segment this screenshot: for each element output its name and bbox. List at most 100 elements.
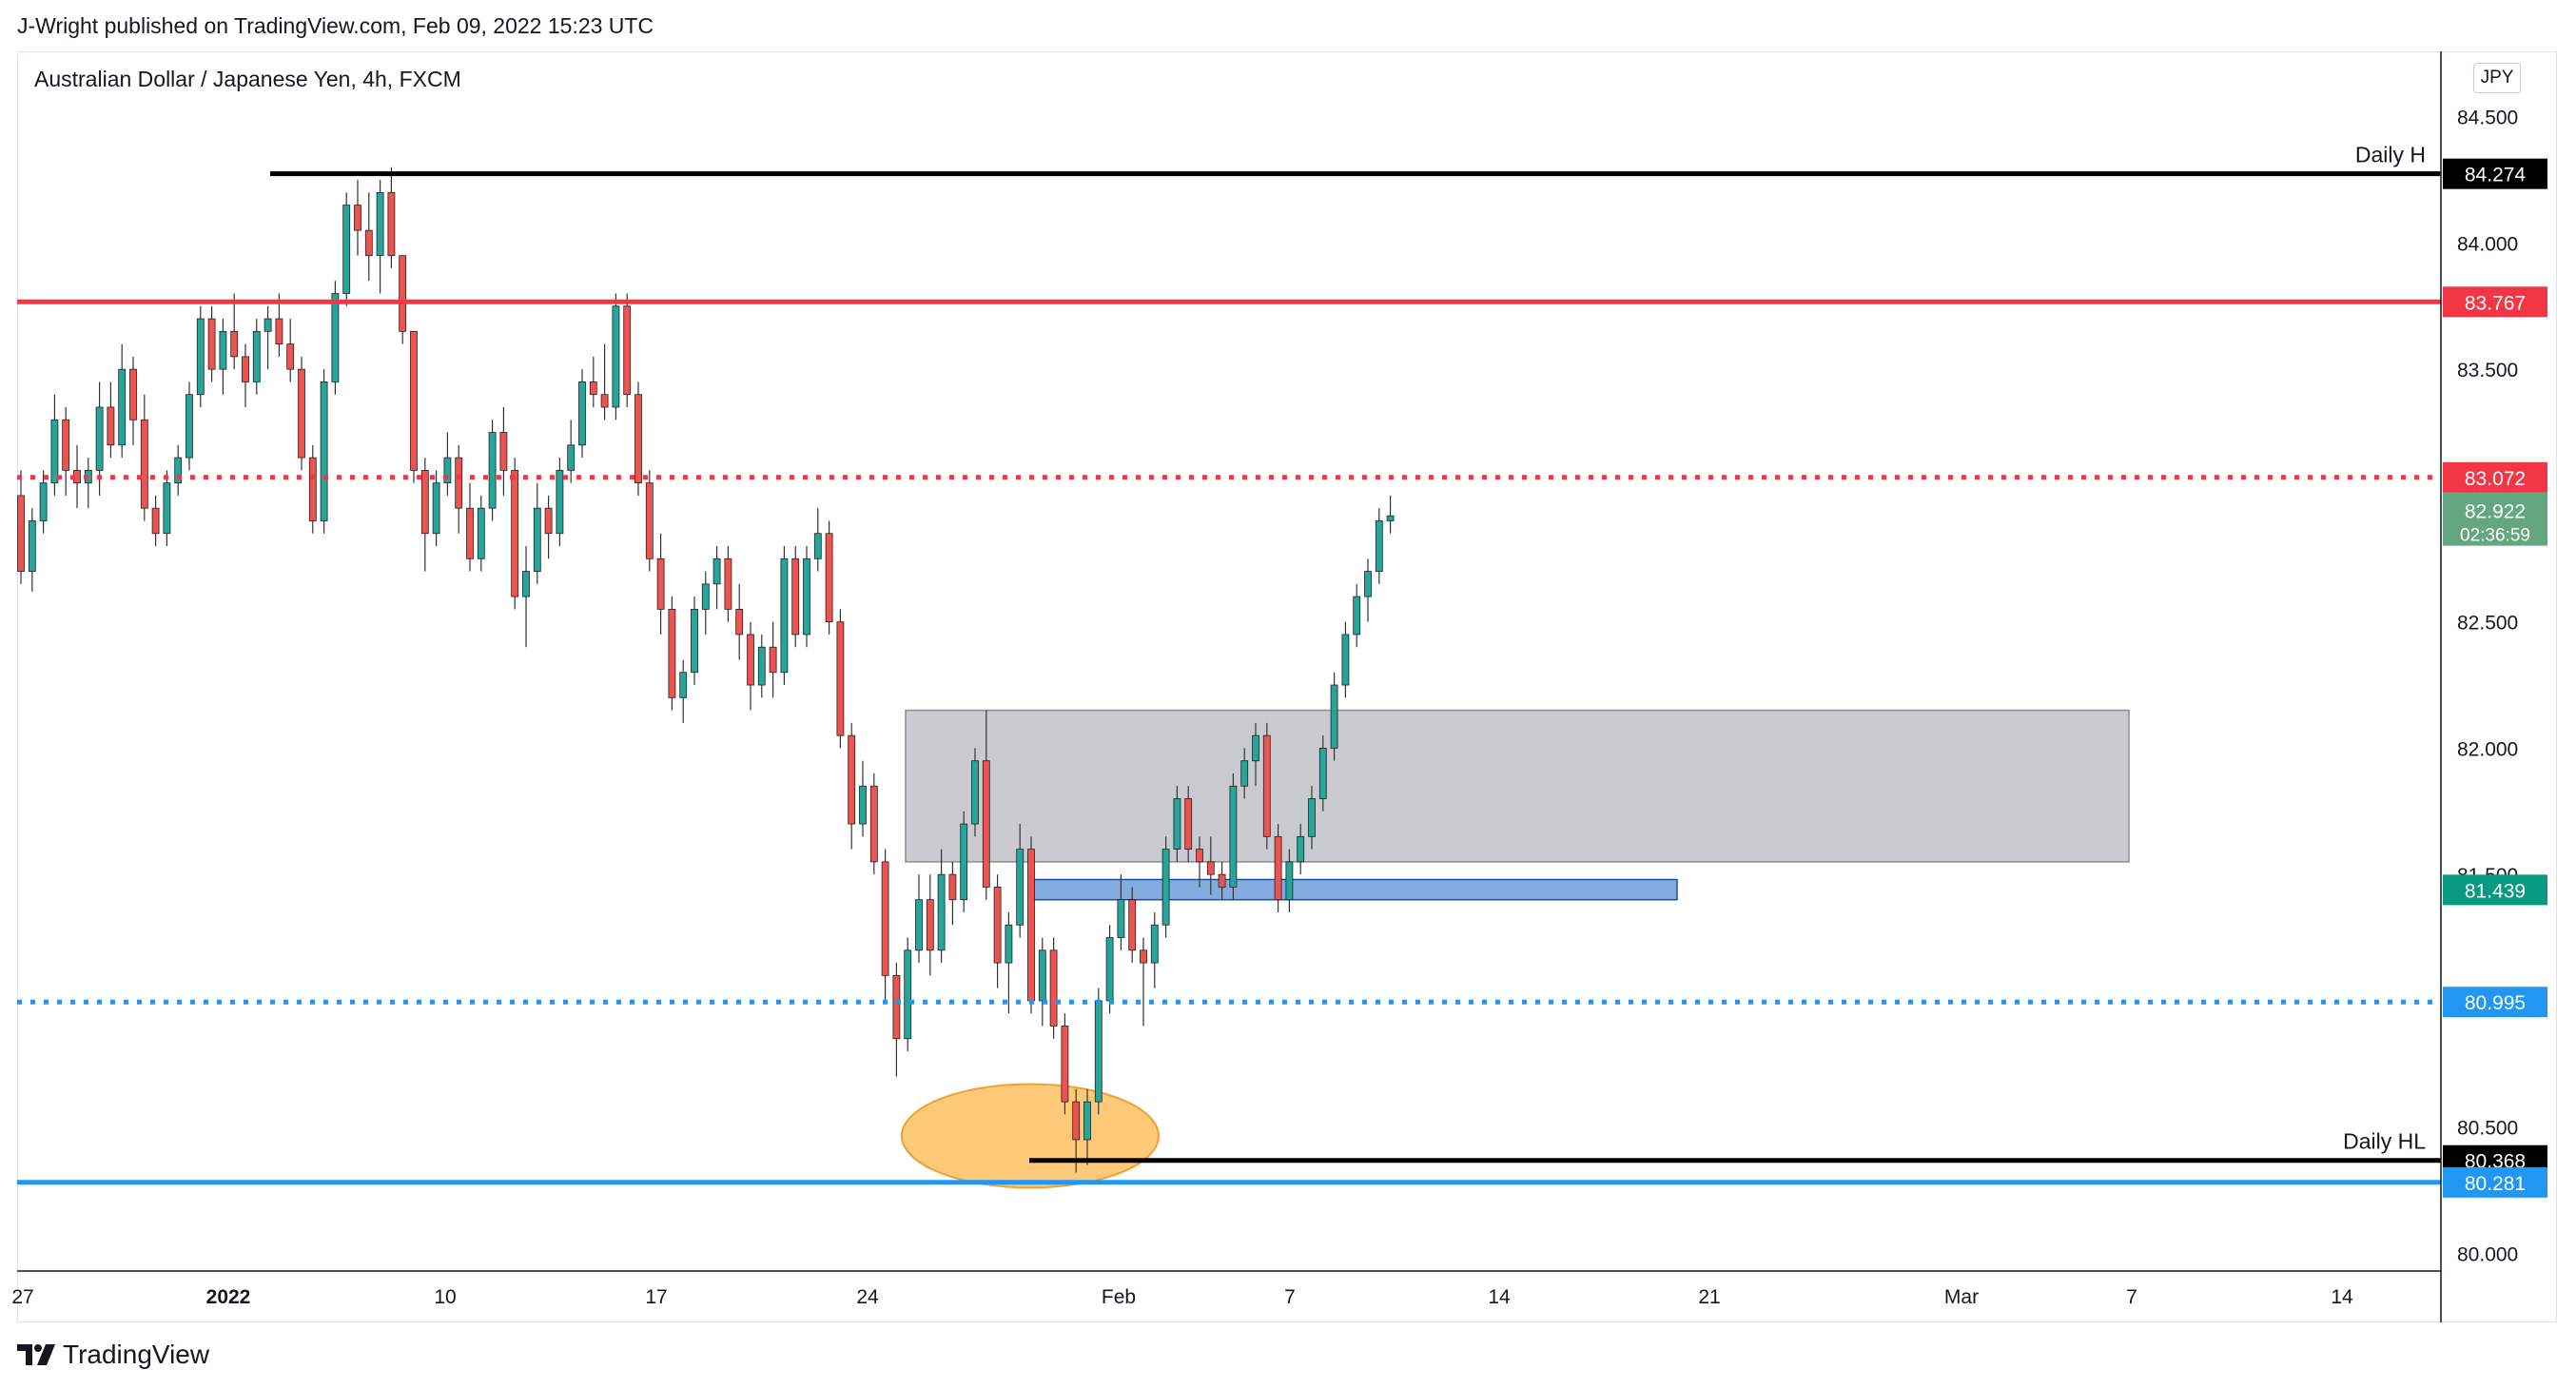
candle-body: [656, 558, 665, 610]
candle-body: [432, 482, 440, 535]
candle: [298, 356, 305, 471]
candle-body: [892, 974, 901, 1040]
candle: [859, 760, 867, 837]
tradingview-brand: TradingView: [63, 1340, 210, 1369]
candle-body: [937, 873, 946, 951]
candle: [634, 381, 642, 496]
candle: [971, 748, 979, 837]
x-tick-label: 27: [11, 1286, 33, 1308]
candle-body: [668, 608, 676, 698]
candle-body: [118, 368, 127, 446]
candle: [331, 281, 340, 395]
candle: [50, 394, 59, 496]
y-tick-label: 84.000: [2457, 233, 2518, 255]
candle-body: [275, 318, 283, 345]
candle: [1049, 937, 1058, 1039]
candle: [511, 458, 519, 610]
candle: [1161, 836, 1170, 938]
candle-body: [420, 469, 429, 535]
candle: [960, 811, 968, 912]
candles-layer: [17, 166, 1395, 1173]
candle: [163, 470, 171, 547]
candle-body: [993, 887, 1002, 964]
candle: [263, 305, 272, 370]
candle: [836, 609, 845, 749]
candle-body: [1038, 949, 1046, 1002]
candle-body: [634, 394, 642, 484]
candle: [432, 470, 440, 547]
candle: [881, 849, 889, 1001]
candle-body: [612, 305, 620, 408]
candle: [84, 458, 92, 509]
candle: [904, 937, 912, 1052]
candle-body: [1353, 596, 1361, 636]
candle: [107, 381, 115, 459]
price-label-text: 83.767: [2465, 292, 2526, 314]
candle-body: [724, 558, 732, 610]
candle-body: [780, 558, 789, 674]
candle: [207, 305, 216, 382]
countdown-text: 02:36:59: [2460, 526, 2530, 546]
candle-body: [803, 558, 810, 636]
candle-body: [757, 646, 766, 686]
candle: [522, 546, 530, 648]
candle: [1262, 722, 1271, 850]
candle-body: [1027, 849, 1035, 1002]
candle-body: [589, 381, 597, 396]
chart-frame: [17, 51, 2557, 1322]
candle-body: [298, 368, 305, 459]
candle: [712, 546, 721, 610]
highlight-ellipse: [901, 1083, 1160, 1189]
price-label-bg: [2443, 874, 2547, 906]
tradingview-logo[interactable]: TradingView: [17, 1340, 209, 1370]
candle: [848, 722, 856, 850]
candle: [466, 482, 474, 572]
candle: [982, 710, 990, 900]
candle: [769, 621, 777, 698]
candle-body: [813, 533, 822, 559]
candle: [926, 874, 934, 976]
candle: [1140, 937, 1147, 1027]
symbol-title[interactable]: Australian Dollar / Japanese Yen, 4h, FX…: [34, 67, 461, 91]
candle-body: [140, 419, 148, 509]
candle-body: [1196, 849, 1203, 863]
candle: [420, 458, 429, 572]
candle: [937, 849, 946, 964]
candle: [915, 874, 923, 964]
candle: [656, 533, 665, 635]
candle: [376, 180, 384, 294]
currency-badge[interactable]: JPY: [2473, 63, 2521, 93]
candle-body: [915, 899, 923, 951]
current-price-text: 82.922: [2465, 501, 2526, 523]
candle: [1184, 786, 1193, 862]
candle: [17, 470, 25, 584]
candle-body: [679, 672, 688, 698]
candle: [691, 597, 698, 686]
candle-body: [1173, 798, 1181, 851]
candle-body: [387, 191, 396, 257]
level-text: Daily H: [2355, 143, 2426, 167]
candle-body: [477, 507, 485, 559]
candle-body: [185, 394, 193, 459]
candle: [219, 319, 227, 395]
candle: [1386, 495, 1395, 534]
candle: [813, 508, 822, 572]
candle-body: [376, 191, 384, 257]
candle: [1240, 748, 1249, 799]
candle-body: [1206, 861, 1215, 875]
candle: [410, 330, 418, 483]
candle-body: [1140, 949, 1147, 964]
candle: [600, 343, 609, 421]
candle: [62, 406, 70, 496]
candle: [364, 192, 373, 282]
tradingview-logo-icon: [17, 1344, 55, 1365]
candle-body: [600, 394, 609, 408]
x-tick-label: 7: [2126, 1286, 2137, 1308]
candle-body: [1386, 515, 1395, 521]
candle: [252, 319, 261, 395]
candle-body: [701, 583, 710, 610]
candle: [151, 495, 160, 547]
candle-body: [904, 949, 912, 1040]
candle: [455, 444, 463, 534]
